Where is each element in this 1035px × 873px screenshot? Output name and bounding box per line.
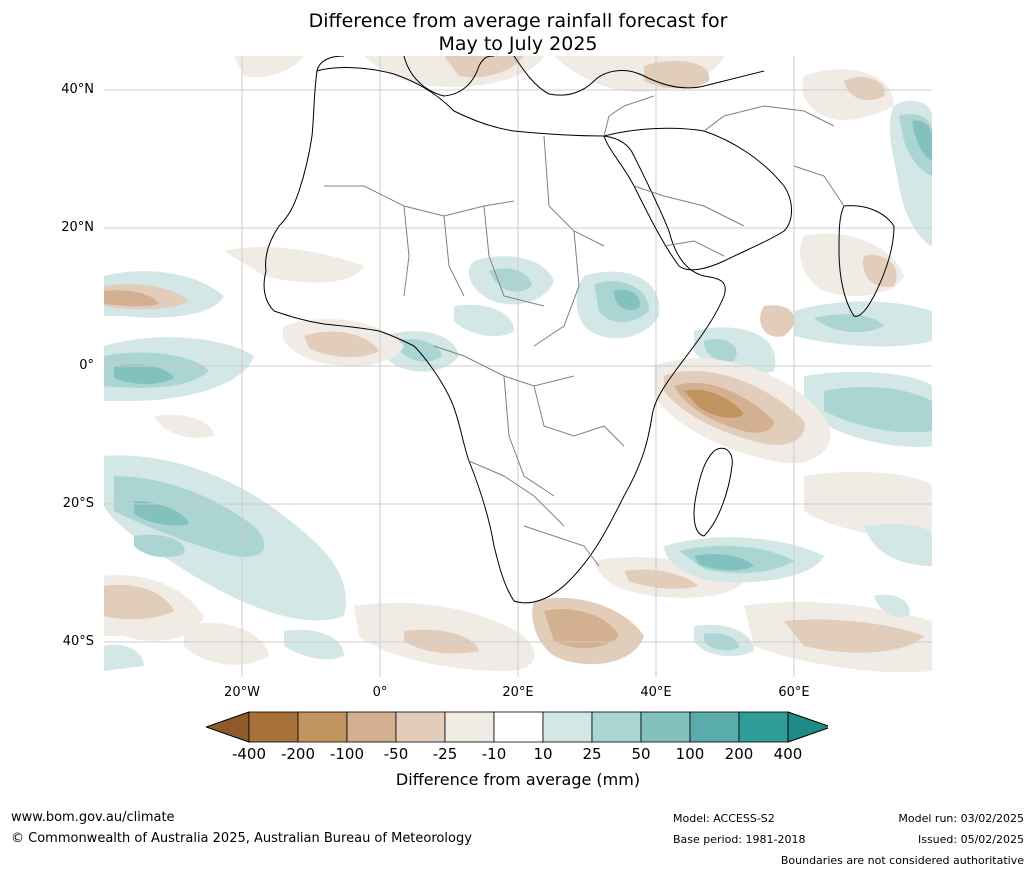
india-coastline (838, 205, 895, 317)
lat-label-20n: 20°N (61, 220, 94, 235)
footer-model-run: Model run: 03/02/2025 (898, 812, 1024, 825)
footer-issued: Issued: 05/02/2025 (917, 833, 1024, 846)
colorbar-tick-label: -10 (481, 745, 507, 763)
lat-label-40n: 40°N (61, 82, 94, 97)
colorbar-segment (395, 711, 446, 743)
country-borders (324, 95, 845, 567)
lon-label-40e: 40°E (640, 685, 672, 700)
colorbar-tick-label: -400 (231, 745, 267, 763)
lat-label-40s: 40°S (62, 634, 94, 649)
colorbar-segment (689, 711, 740, 743)
colorbar-tick-label: -200 (280, 745, 316, 763)
map-title: Difference from average rainfall forecas… (104, 10, 932, 56)
colorbar-tick-label: 400 (773, 745, 803, 763)
colorbar-segment (297, 711, 348, 743)
europe-coastline (316, 56, 765, 97)
colorbar-tick-label: 10 (533, 745, 553, 763)
footer-disclaimer: Boundaries are not considered authoritat… (780, 854, 1024, 867)
graticule (104, 56, 932, 677)
footer-website: www.bom.gov.au/climate (11, 810, 175, 825)
footer-copyright: © Commonwealth of Australia 2025, Austra… (11, 831, 472, 846)
colorbar-tick-label: -100 (329, 745, 365, 763)
lon-label-20w: 20°W (224, 685, 260, 700)
anomaly-field (104, 56, 932, 673)
lon-label-0: 0° (372, 685, 388, 700)
lat-label-equator: 0° (79, 358, 94, 373)
colorbar-tick-label: 100 (675, 745, 705, 763)
colorbar-arrow-high (787, 711, 828, 743)
colorbar (206, 711, 828, 743)
colorbar-segment (248, 711, 299, 743)
title-line-1: Difference from average rainfall forecas… (308, 10, 728, 32)
title-line-2: May to July 2025 (438, 33, 598, 55)
colorbar-tick-label: 200 (724, 745, 754, 763)
colorbar-segment (738, 711, 789, 743)
colorbar-tick-label: 50 (631, 745, 651, 763)
colorbar-segment (493, 711, 544, 743)
colorbar-segment (542, 711, 593, 743)
arabia-coastline (603, 127, 792, 271)
colorbar-segment (444, 711, 495, 743)
lat-label-20s: 20°S (62, 496, 94, 511)
colorbar-arrow-low (206, 711, 250, 743)
colorbar-tick-label: -50 (383, 745, 409, 763)
colorbar-segment (640, 711, 691, 743)
colorbar-tick-label: 25 (582, 745, 602, 763)
rainfall-map (104, 56, 932, 677)
lon-label-60e: 60°E (778, 685, 810, 700)
colorbar-tick-label: -25 (432, 745, 458, 763)
footer-base-period: Base period: 1981-2018 (673, 833, 806, 846)
colorbar-title: Difference from average (mm) (395, 770, 641, 789)
madagascar-coastline (693, 447, 733, 537)
colorbar-segment (591, 711, 642, 743)
colorbar-segment (346, 711, 397, 743)
lon-label-20e: 20°E (502, 685, 534, 700)
footer-model: Model: ACCESS-S2 (673, 812, 775, 825)
